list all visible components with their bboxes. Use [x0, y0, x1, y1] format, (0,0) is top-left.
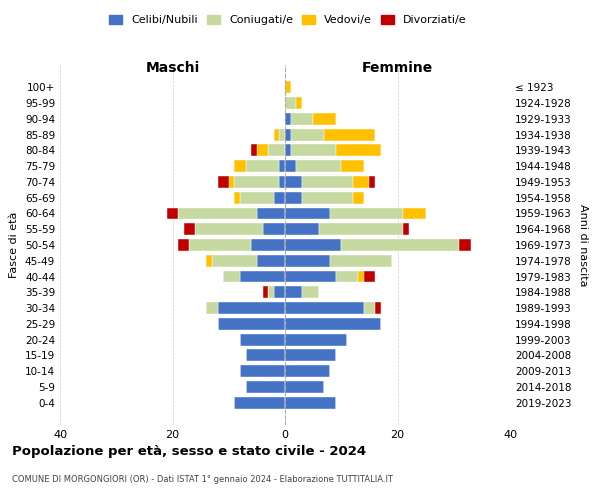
- Bar: [403, 208, 425, 220]
- Bar: [274, 128, 280, 140]
- Bar: [245, 160, 280, 172]
- Bar: [290, 128, 325, 140]
- Bar: [251, 144, 257, 156]
- Bar: [218, 176, 229, 188]
- Bar: [251, 239, 285, 251]
- Bar: [280, 176, 285, 188]
- Bar: [240, 334, 285, 345]
- Legend: Celibi/Nubili, Coniugati/e, Vedovi/e, Divorziati/e: Celibi/Nubili, Coniugati/e, Vedovi/e, Di…: [105, 10, 471, 30]
- Bar: [285, 160, 296, 172]
- Bar: [335, 144, 380, 156]
- Bar: [285, 318, 380, 330]
- Bar: [325, 128, 375, 140]
- Bar: [285, 176, 302, 188]
- Y-axis label: Fasce di età: Fasce di età: [10, 212, 19, 278]
- Bar: [364, 270, 375, 282]
- Bar: [235, 192, 240, 203]
- Bar: [285, 255, 330, 266]
- Bar: [364, 302, 375, 314]
- Bar: [263, 286, 268, 298]
- Bar: [184, 224, 195, 235]
- Bar: [302, 176, 353, 188]
- Bar: [235, 160, 245, 172]
- Bar: [229, 176, 235, 188]
- Bar: [285, 239, 341, 251]
- Y-axis label: Anni di nascita: Anni di nascita: [578, 204, 588, 286]
- Bar: [235, 176, 280, 188]
- Bar: [353, 192, 364, 203]
- Bar: [245, 350, 285, 362]
- Bar: [285, 366, 330, 377]
- Text: Popolazione per età, sesso e stato civile - 2024: Popolazione per età, sesso e stato civil…: [12, 445, 366, 458]
- Bar: [285, 208, 330, 220]
- Bar: [370, 176, 375, 188]
- Bar: [285, 302, 364, 314]
- Bar: [167, 208, 178, 220]
- Bar: [240, 270, 285, 282]
- Bar: [285, 270, 335, 282]
- Bar: [313, 113, 335, 124]
- Bar: [212, 255, 257, 266]
- Bar: [285, 224, 319, 235]
- Bar: [375, 302, 380, 314]
- Bar: [280, 160, 285, 172]
- Bar: [296, 160, 341, 172]
- Bar: [257, 208, 285, 220]
- Bar: [206, 255, 212, 266]
- Bar: [235, 397, 285, 408]
- Bar: [353, 176, 370, 188]
- Bar: [403, 224, 409, 235]
- Bar: [195, 224, 263, 235]
- Text: Femmine: Femmine: [362, 60, 433, 74]
- Bar: [190, 239, 251, 251]
- Bar: [206, 302, 218, 314]
- Bar: [285, 97, 296, 109]
- Bar: [285, 82, 290, 93]
- Bar: [302, 286, 319, 298]
- Bar: [296, 97, 302, 109]
- Bar: [274, 192, 285, 203]
- Bar: [178, 239, 190, 251]
- Bar: [257, 255, 285, 266]
- Bar: [290, 113, 313, 124]
- Bar: [285, 381, 325, 393]
- Text: Maschi: Maschi: [145, 60, 200, 74]
- Bar: [290, 144, 335, 156]
- Bar: [263, 224, 285, 235]
- Bar: [285, 350, 335, 362]
- Bar: [285, 144, 290, 156]
- Bar: [460, 239, 470, 251]
- Bar: [358, 270, 364, 282]
- Bar: [330, 255, 392, 266]
- Bar: [274, 286, 285, 298]
- Bar: [178, 208, 257, 220]
- Bar: [285, 334, 347, 345]
- Bar: [341, 160, 364, 172]
- Bar: [245, 381, 285, 393]
- Bar: [285, 286, 302, 298]
- Bar: [268, 286, 274, 298]
- Bar: [257, 144, 268, 156]
- Bar: [285, 397, 335, 408]
- Text: COMUNE DI MORGONGIORI (OR) - Dati ISTAT 1° gennaio 2024 - Elaborazione TUTTITALI: COMUNE DI MORGONGIORI (OR) - Dati ISTAT …: [12, 475, 393, 484]
- Bar: [319, 224, 403, 235]
- Bar: [330, 208, 403, 220]
- Bar: [268, 144, 285, 156]
- Bar: [335, 270, 358, 282]
- Bar: [240, 366, 285, 377]
- Bar: [240, 192, 274, 203]
- Bar: [218, 318, 285, 330]
- Bar: [223, 270, 240, 282]
- Bar: [285, 192, 302, 203]
- Bar: [218, 302, 285, 314]
- Bar: [341, 239, 460, 251]
- Bar: [302, 192, 353, 203]
- Bar: [285, 128, 290, 140]
- Bar: [285, 113, 290, 124]
- Bar: [280, 128, 285, 140]
